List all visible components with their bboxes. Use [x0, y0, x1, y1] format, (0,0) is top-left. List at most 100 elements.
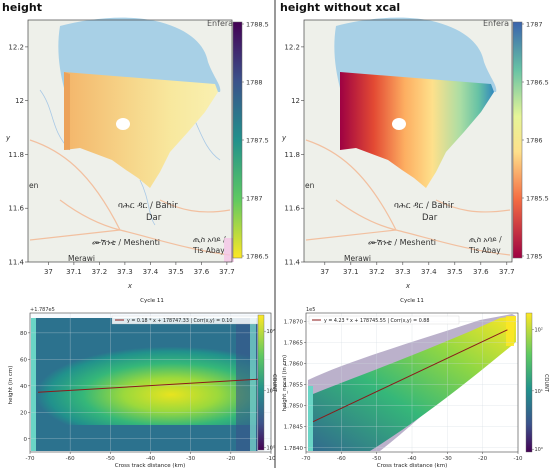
- x-axis-label: Cross track distance (km): [115, 463, 185, 469]
- offset-label: +1.787e5: [30, 307, 55, 313]
- colorbar-tick-label: 1788: [246, 79, 263, 87]
- legend-box: [308, 315, 460, 325]
- plot-frame: [27, 19, 233, 263]
- nocal-swath: [340, 72, 494, 188]
- colorbar-tick-label: 1787: [526, 21, 543, 29]
- map-label: Dar: [146, 213, 162, 223]
- colorbar: [257, 314, 265, 451]
- x-tick-label: 37: [320, 268, 329, 276]
- colorbar-tick-label: 1786.5: [246, 253, 269, 261]
- y-axis: 0 20 40 60 80: [20, 331, 30, 443]
- lake-tana: [58, 17, 221, 92]
- y-axis-label: y: [281, 134, 287, 142]
- colorbar-tick-label: 10²: [267, 329, 275, 335]
- map-label: ባሕር ዳር / Bahir: [118, 201, 178, 211]
- colorbar-tick-label: 1786.5: [526, 79, 549, 87]
- map-label: ጢስ አባይ /: [469, 235, 502, 244]
- x-tick-label: 37.5: [168, 268, 184, 276]
- fit-line: [312, 329, 508, 423]
- colorbar-tick-label: 1788.5: [246, 21, 269, 29]
- map-label: Enfera: [207, 19, 233, 28]
- y-axis-label: height (in cm): [8, 366, 14, 405]
- y-tick-label: 1.7860: [284, 362, 304, 368]
- density-cloud: [31, 318, 258, 451]
- right-edge: [506, 316, 514, 346]
- density-colorbar-ticks: 10² 10¹ 10⁰ 10² 10¹ 10⁰: [264, 328, 543, 453]
- map-roads: [29, 39, 231, 256]
- island-hole: [392, 118, 406, 130]
- x-tick-label: -60: [337, 456, 346, 462]
- x-tick-label: -40: [146, 456, 155, 462]
- map-label: ሙሽንቲ / Meshenti: [368, 238, 436, 247]
- x-tick-label: -50: [106, 456, 115, 462]
- panel-title: Cycle 11: [140, 298, 164, 304]
- x-tick-label: 37.2: [92, 268, 108, 276]
- density-colorbar-2: COUNT: [525, 312, 549, 453]
- y-tick-label: 1.7845: [284, 425, 304, 431]
- colorbar-tick-label: 10¹: [267, 389, 275, 395]
- x-tick-label: -10: [514, 456, 523, 462]
- colorbar: [232, 21, 243, 259]
- x-tick-label: 37.3: [117, 268, 133, 276]
- colorbar-tick-label: 1785.5: [526, 195, 549, 203]
- fit-line: [38, 378, 263, 393]
- x-tick-label: 37.6: [194, 268, 210, 276]
- colorbar-tick-label: 1787: [246, 195, 263, 203]
- density-colorbar-1: COUNT: [257, 314, 277, 451]
- x-tick-label: 37.4: [143, 268, 159, 276]
- colorbar-tick-label: 1785: [526, 253, 543, 261]
- legend-text: y = 0.18 * x + 178747.33 | Corr(x,y) = 0…: [127, 318, 232, 324]
- x-tick-label: -70: [302, 456, 311, 462]
- colorbar-label: COUNT: [543, 374, 549, 393]
- x-tick-label: -60: [66, 456, 75, 462]
- map-label: ባሕር ዳር / Bahir: [394, 201, 454, 211]
- y-axis-label: y: [5, 134, 11, 142]
- y-tick-label: 1.7850: [284, 404, 304, 410]
- y-tick-label: 12: [291, 97, 300, 105]
- y-axis: 1.7840 1.7845 1.7850 1.7855 1.7860 1.7865 1.78…: [284, 319, 306, 452]
- panel-density-nocal: Cycle 11 1e5 y = 4.23 * x + 178745.55 | …: [282, 298, 523, 469]
- y-tick-label: 80: [20, 331, 27, 337]
- y-tick-label: 12.2: [284, 43, 300, 51]
- y-tick-label: 1.7855: [284, 383, 304, 389]
- colorbar-tick-label: 1787.5: [246, 137, 269, 145]
- x-axis: 37 37.1 37.2 37.3 37.4 37.5 37.6 37.7: [44, 262, 235, 276]
- y-tick-label: 0: [24, 437, 28, 443]
- map-label: Dar: [422, 213, 438, 223]
- y-axis-label: height_nocal (in cm): [282, 355, 288, 411]
- y-tick-label: 1.7840: [284, 446, 304, 452]
- colorbar-tick-label: 10⁰: [535, 447, 543, 453]
- x-tick-label: 37.4: [421, 268, 437, 276]
- x-tick-label: -70: [26, 456, 35, 462]
- x-axis: -70 -60 -50 -40 -30 -20 -10: [26, 452, 276, 462]
- y-tick-label: 20: [20, 410, 27, 416]
- x-tick-label: 37.2: [369, 268, 385, 276]
- colorbar: [512, 21, 523, 259]
- density-band: [31, 345, 257, 425]
- island-hole: [116, 118, 130, 130]
- panel-title: height without xcal: [280, 1, 400, 14]
- map-label: Tis Abay: [192, 246, 225, 255]
- panel-density-height: Cycle 11 +1.787e5 y = 0.18 * x + 178747.…: [8, 298, 276, 469]
- map-label: Merawi: [68, 254, 95, 263]
- x-axis: -70 -60 -50 -40 -30 -20 -10: [302, 452, 523, 462]
- x-tick-label: -20: [226, 456, 235, 462]
- colorbar-ticks: 1788.5 1788 1787.5 1787 1786.5: [242, 21, 269, 261]
- x-tick-label: 37.3: [395, 268, 411, 276]
- map-label: ጢስ አባይ /: [193, 235, 226, 244]
- y-tick-label: 12.2: [8, 43, 24, 51]
- x-tick-label: -30: [443, 456, 452, 462]
- map-label: ሙሽንቲ / Meshenti: [92, 238, 160, 247]
- x-axis: 37 37.1 37.2 37.3 37.4 37.5 37.6 37.7: [320, 262, 515, 276]
- colorbar-tick-label: 10¹: [535, 389, 543, 395]
- y-tick-label: 1.7865: [284, 340, 304, 346]
- y-tick-label: 40: [20, 384, 27, 390]
- colorbar-ticks: 1787 1786.5 1786 1785.5 1785: [522, 21, 549, 261]
- gridlines: [305, 313, 519, 452]
- map-label: Tis Abay: [468, 246, 501, 255]
- colorbar: [525, 312, 533, 453]
- panel-title: Cycle 11: [400, 298, 424, 304]
- panel-nocal-map: height without xcal Enfera ባሕር ዳር / Bahi…: [280, 1, 549, 290]
- x-tick-label: -50: [372, 456, 381, 462]
